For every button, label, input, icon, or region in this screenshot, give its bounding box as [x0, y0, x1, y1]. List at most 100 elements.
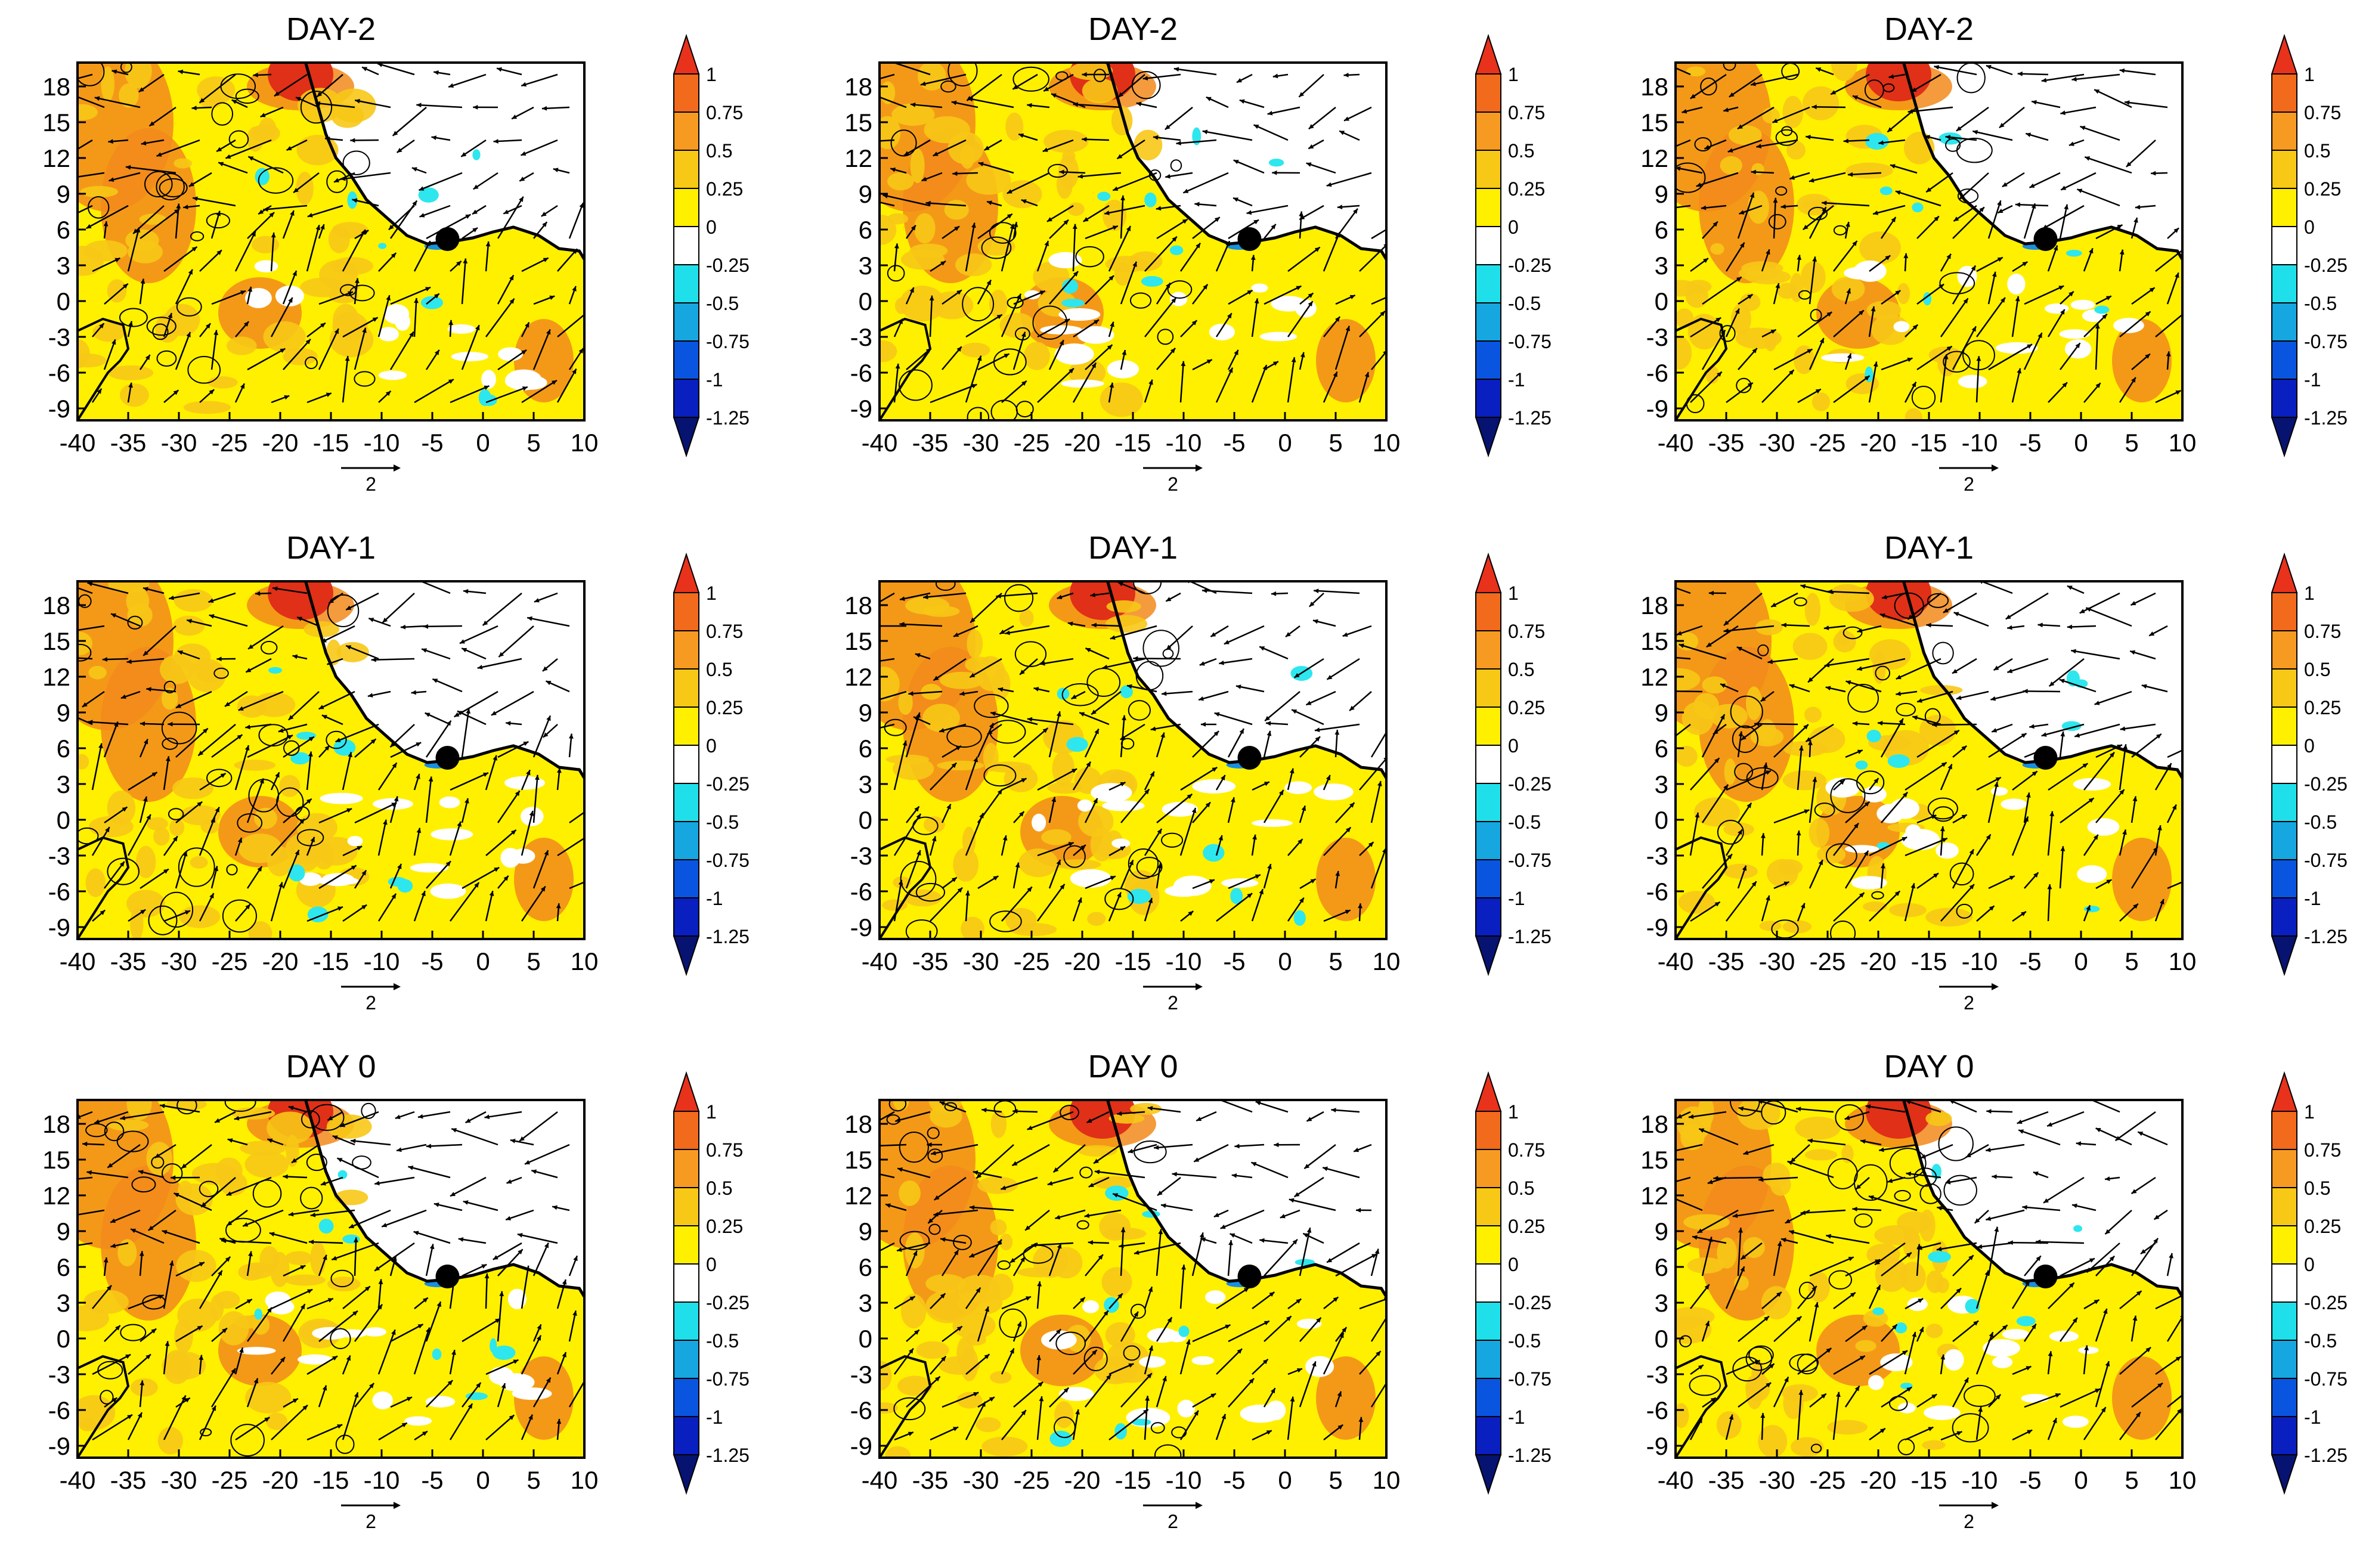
wind-vector-head [536, 1335, 541, 1341]
wind-vector-head [1085, 647, 1091, 653]
wind-vector [1287, 246, 1321, 272]
wind-vector-head [1200, 722, 1206, 727]
anomaly-patch [85, 868, 106, 897]
wind-vector-head [240, 290, 246, 295]
contour [1060, 1105, 1079, 1120]
wind-vector-head [1756, 144, 1762, 148]
contour [1871, 891, 1884, 900]
wind-vector [1073, 1349, 1098, 1375]
anomaly-patch [1108, 1113, 1145, 1124]
contour [1130, 1303, 1146, 1319]
wind-vector-head [1274, 1142, 1279, 1148]
wind-vector-head [1912, 324, 1918, 330]
colorbar-extend-bottom [673, 417, 700, 458]
wind-vector [132, 205, 165, 234]
map-panel: DAY-1-40 -35 -30 -25 -20 -15 -10 -5 0 5 1018151296… [1640, 530, 2348, 1014]
wind-vector-head [1059, 340, 1064, 346]
wind-vector [1072, 1409, 1079, 1440]
wind-vector-head [1345, 910, 1351, 915]
wind-vector [1289, 1198, 1336, 1211]
contour [1689, 1375, 1721, 1396]
wind-vector-head [2109, 752, 2114, 758]
wind-vector-head [2088, 798, 2094, 803]
wind-vector-head [1845, 222, 1850, 227]
wind-vector [2167, 749, 2182, 758]
wind-vector [1827, 590, 1870, 594]
x-tick-label: -35 [110, 1466, 147, 1494]
wind-vector [247, 735, 293, 758]
neutral-patch [500, 848, 521, 868]
wind-vector [2084, 156, 2132, 174]
wind-vector [1037, 768, 1077, 791]
wind-vector-head [416, 773, 420, 779]
wind-vector-head [1150, 771, 1154, 777]
wind-vector [78, 1209, 105, 1216]
wind-vector-head [105, 827, 110, 833]
map-area [78, 1100, 584, 1458]
wind-vector-head [447, 1380, 453, 1386]
wind-vector-head [141, 141, 147, 145]
wind-vector-head [425, 287, 431, 292]
wind-vector-head [1738, 1228, 1743, 1233]
colorbar-segment [1475, 302, 1501, 342]
anomaly-patch [147, 817, 168, 831]
wind-vector-head [1847, 172, 1853, 177]
contour [304, 356, 318, 370]
y-tick-label: 6 [1655, 735, 1668, 763]
wind-vector-head [1772, 118, 1778, 123]
x-tick-label: -30 [161, 1466, 197, 1494]
colorbar-label: 0.25 [2304, 697, 2341, 718]
y-tick-label: -3 [850, 323, 872, 351]
wind-vector-head [414, 298, 419, 303]
wind-vector-head [1349, 705, 1355, 711]
wind-vector-head [1713, 729, 1718, 735]
wind-vector-head [382, 618, 388, 623]
wind-vector-head [107, 1163, 113, 1168]
anomaly-patch [263, 321, 306, 352]
wind-vector [92, 257, 121, 272]
wind-vector [568, 1380, 584, 1408]
wind-vector-head [146, 814, 151, 820]
wind-vector-head [271, 233, 276, 238]
neutral-patch [1880, 1353, 1913, 1372]
wind-vector [1359, 757, 1386, 791]
wind-vector [374, 1176, 415, 1185]
wind-vector-head [88, 720, 93, 725]
wind-vector-head [1896, 691, 1901, 696]
wind-vector-head [910, 102, 916, 107]
wind-vector-head [568, 733, 574, 739]
wind-vector [450, 385, 490, 404]
wind-vector [247, 348, 286, 371]
wind-vector-head [2076, 1141, 2082, 1146]
wind-vector-head [525, 322, 529, 328]
wind-vector-head [556, 767, 562, 773]
wind-vector-head [1852, 1207, 1857, 1211]
wind-vector-head [494, 867, 500, 872]
colorbar-segment [2271, 592, 2297, 631]
wind-vector [1920, 1144, 1953, 1159]
anomaly-patch [331, 88, 376, 123]
wind-vector-head [2068, 141, 2074, 146]
wind-vector-head [1956, 126, 1962, 131]
wind-vector-head [2198, 873, 2203, 877]
wind-vector [1952, 326, 1977, 370]
wind-vector [498, 625, 534, 658]
wind-vector-head [429, 1244, 435, 1250]
neutral-patch [1893, 321, 1910, 333]
anomaly-patch [937, 760, 984, 770]
anomaly-patch [894, 298, 908, 314]
land-mask [1903, 63, 2182, 259]
wind-vector [1007, 172, 1050, 194]
wind-vector [463, 1200, 498, 1211]
wind-vector-head [1934, 65, 1940, 70]
wind-vector [246, 1378, 259, 1408]
wind-vector-head [556, 1418, 562, 1424]
wind-vector-head [1977, 1244, 1983, 1249]
wind-vector-head [1153, 135, 1159, 140]
colorbar-segment [1475, 1225, 1501, 1265]
contour [1924, 708, 1941, 725]
wind-vector-head [1853, 823, 1859, 829]
wind-vector-head [253, 72, 258, 78]
x-tick-label: 5 [527, 947, 540, 975]
wind-vector-head [1824, 662, 1830, 668]
